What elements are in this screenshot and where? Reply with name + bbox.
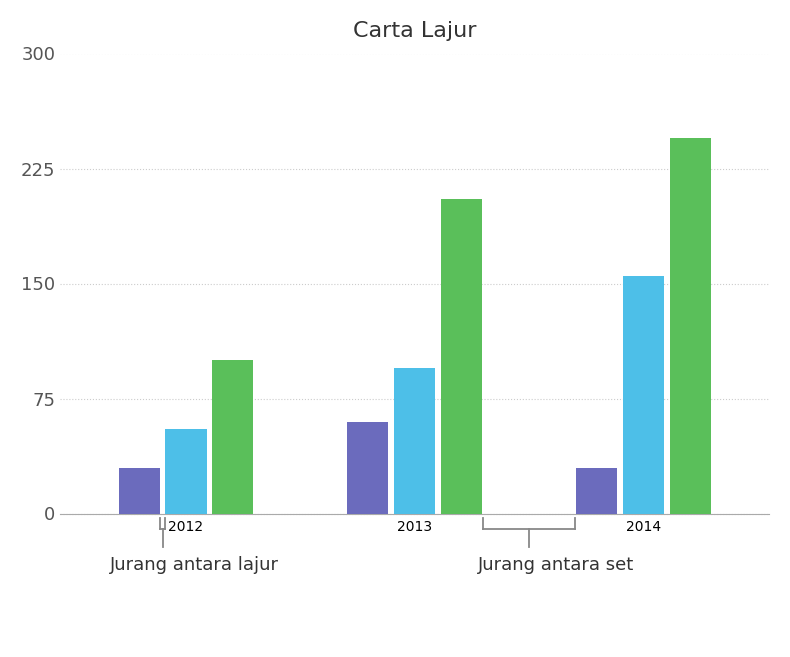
Bar [670,138,711,514]
Bar [213,360,254,514]
Title: Carta Lajur: Carta Lajur [353,21,476,41]
Bar [576,468,617,514]
Bar [118,468,160,514]
Bar [348,422,389,514]
Bar [165,429,206,514]
Bar [441,199,482,514]
Text: Jurang antara lajur: Jurang antara lajur [110,556,279,574]
Bar [623,276,664,514]
Text: Jurang antara set: Jurang antara set [478,556,634,574]
Bar [394,368,435,514]
